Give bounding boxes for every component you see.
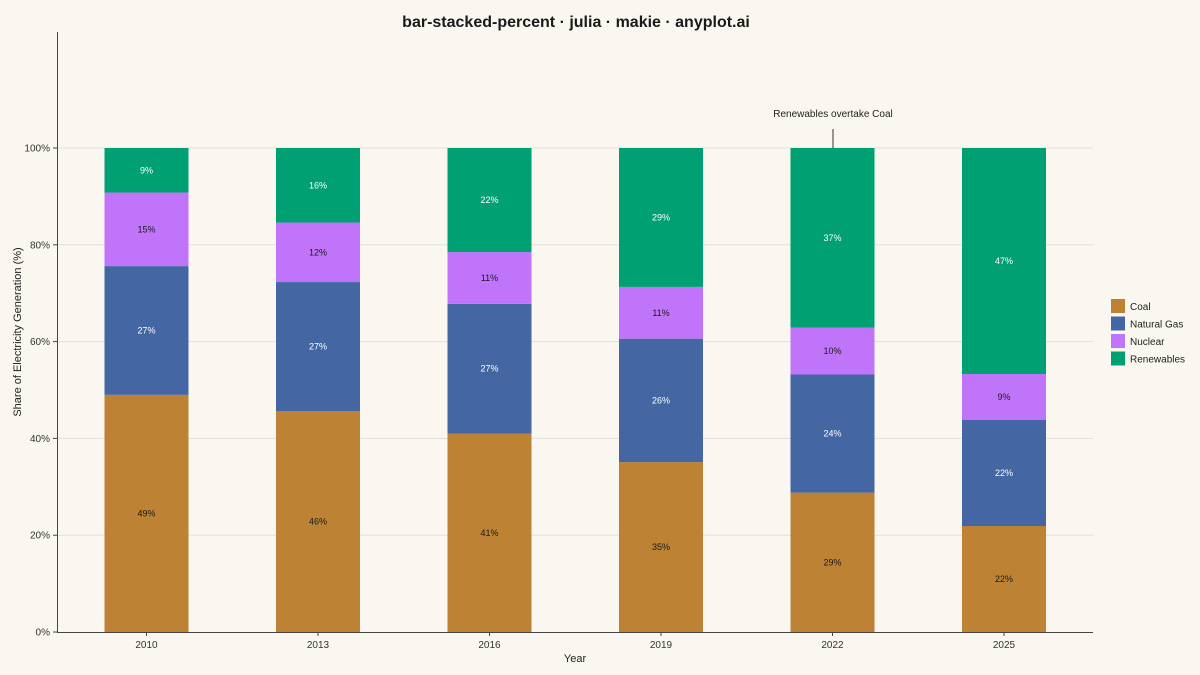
grid-lines (58, 147, 1093, 536)
segment-label: 47% (995, 256, 1013, 266)
bar-segment (962, 374, 1046, 421)
segment-label: 26% (652, 395, 670, 405)
bar-segment (790, 148, 875, 328)
axes (57, 32, 1093, 633)
y-tick-label: 60% (30, 337, 50, 348)
legend-label: Natural Gas (1130, 320, 1183, 331)
bar-segment (447, 148, 532, 253)
bar-segment (619, 462, 703, 632)
segment-label: 22% (480, 195, 498, 205)
x-tick-label: 2019 (650, 640, 673, 651)
y-axis-label: Share of Electricity Generation (%) (12, 247, 24, 416)
segment-labels: 49% 27% 15% 9% 46% 27% 12% 16% 41% 27% 11% 22% 35% 26… (137, 165, 1013, 584)
bar-segment (447, 433, 532, 632)
legend-swatch (1111, 334, 1125, 348)
segment-label: 27% (309, 342, 327, 352)
segment-label: 12% (309, 247, 327, 257)
bar-segment (276, 222, 360, 283)
segment-label: 27% (137, 325, 155, 335)
legend: Coal Natural Gas Nuclear Renewables (1111, 299, 1185, 366)
bar-segment (619, 338, 703, 463)
bar-segment (447, 303, 532, 434)
segment-label: 46% (309, 517, 327, 527)
segment-label: 22% (995, 574, 1013, 584)
y-ticks: 0% 20% 40% 60% 80% 100% (24, 144, 57, 639)
x-tick-label: 2016 (478, 640, 501, 651)
bar-segment (962, 148, 1046, 375)
segment-label: 29% (652, 212, 670, 222)
bar-segment (962, 526, 1046, 632)
bar-segment (619, 148, 703, 287)
annotation-text: Renewables overtake Coal (773, 109, 893, 120)
bar-segment (104, 266, 189, 395)
x-axis-label: Year (564, 653, 587, 665)
y-tick-label: 40% (30, 434, 50, 445)
y-tick-label: 20% (30, 531, 50, 542)
chart-title: bar-stacked-percent · julia · makie · an… (402, 14, 750, 31)
bar-segment (276, 411, 360, 632)
x-tick-label: 2025 (993, 640, 1016, 651)
y-tick-label: 100% (24, 144, 50, 155)
legend-label: Coal (1130, 302, 1151, 313)
segment-label: 9% (140, 165, 153, 175)
legend-label: Nuclear (1130, 337, 1165, 348)
segment-label: 37% (823, 233, 841, 243)
legend-swatch (1111, 351, 1125, 366)
legend-swatch (1111, 299, 1125, 313)
segment-label: 11% (652, 308, 669, 318)
bar-segment (104, 394, 189, 632)
segment-label: 41% (480, 528, 498, 538)
segment-label: 35% (652, 542, 670, 552)
annotations: Renewables overtake Coal (773, 109, 893, 148)
bars (104, 148, 1046, 632)
segment-label: 49% (137, 508, 155, 518)
segment-label: 27% (480, 364, 498, 374)
x-tick-label: 2013 (307, 640, 330, 651)
bar-segment (790, 492, 875, 632)
x-tick-label: 2010 (135, 640, 158, 651)
bar-segment (276, 148, 360, 223)
bar-segment (619, 286, 703, 339)
legend-label: Renewables (1130, 355, 1185, 366)
bar-segment (276, 282, 360, 412)
segment-label: 11% (481, 273, 498, 283)
segment-label: 29% (823, 557, 841, 567)
bar-segment (790, 327, 875, 375)
bar-segment (447, 252, 532, 304)
bar-segment (790, 374, 875, 493)
bar-segment (104, 192, 189, 267)
segment-label: 24% (823, 429, 841, 439)
segment-label: 9% (997, 392, 1010, 402)
x-tick-label: 2022 (821, 640, 844, 651)
segment-label: 22% (995, 468, 1013, 478)
segment-label: 15% (137, 224, 155, 234)
x-ticks: 2010 2013 2016 2019 2022 2025 (135, 632, 1016, 651)
y-tick-label: 80% (30, 240, 50, 251)
bar-segment (104, 148, 189, 193)
legend-swatch (1111, 316, 1125, 331)
bar-segment (962, 420, 1046, 527)
segment-label: 10% (823, 346, 841, 356)
y-tick-label: 0% (36, 628, 51, 639)
segment-label: 16% (309, 180, 327, 190)
